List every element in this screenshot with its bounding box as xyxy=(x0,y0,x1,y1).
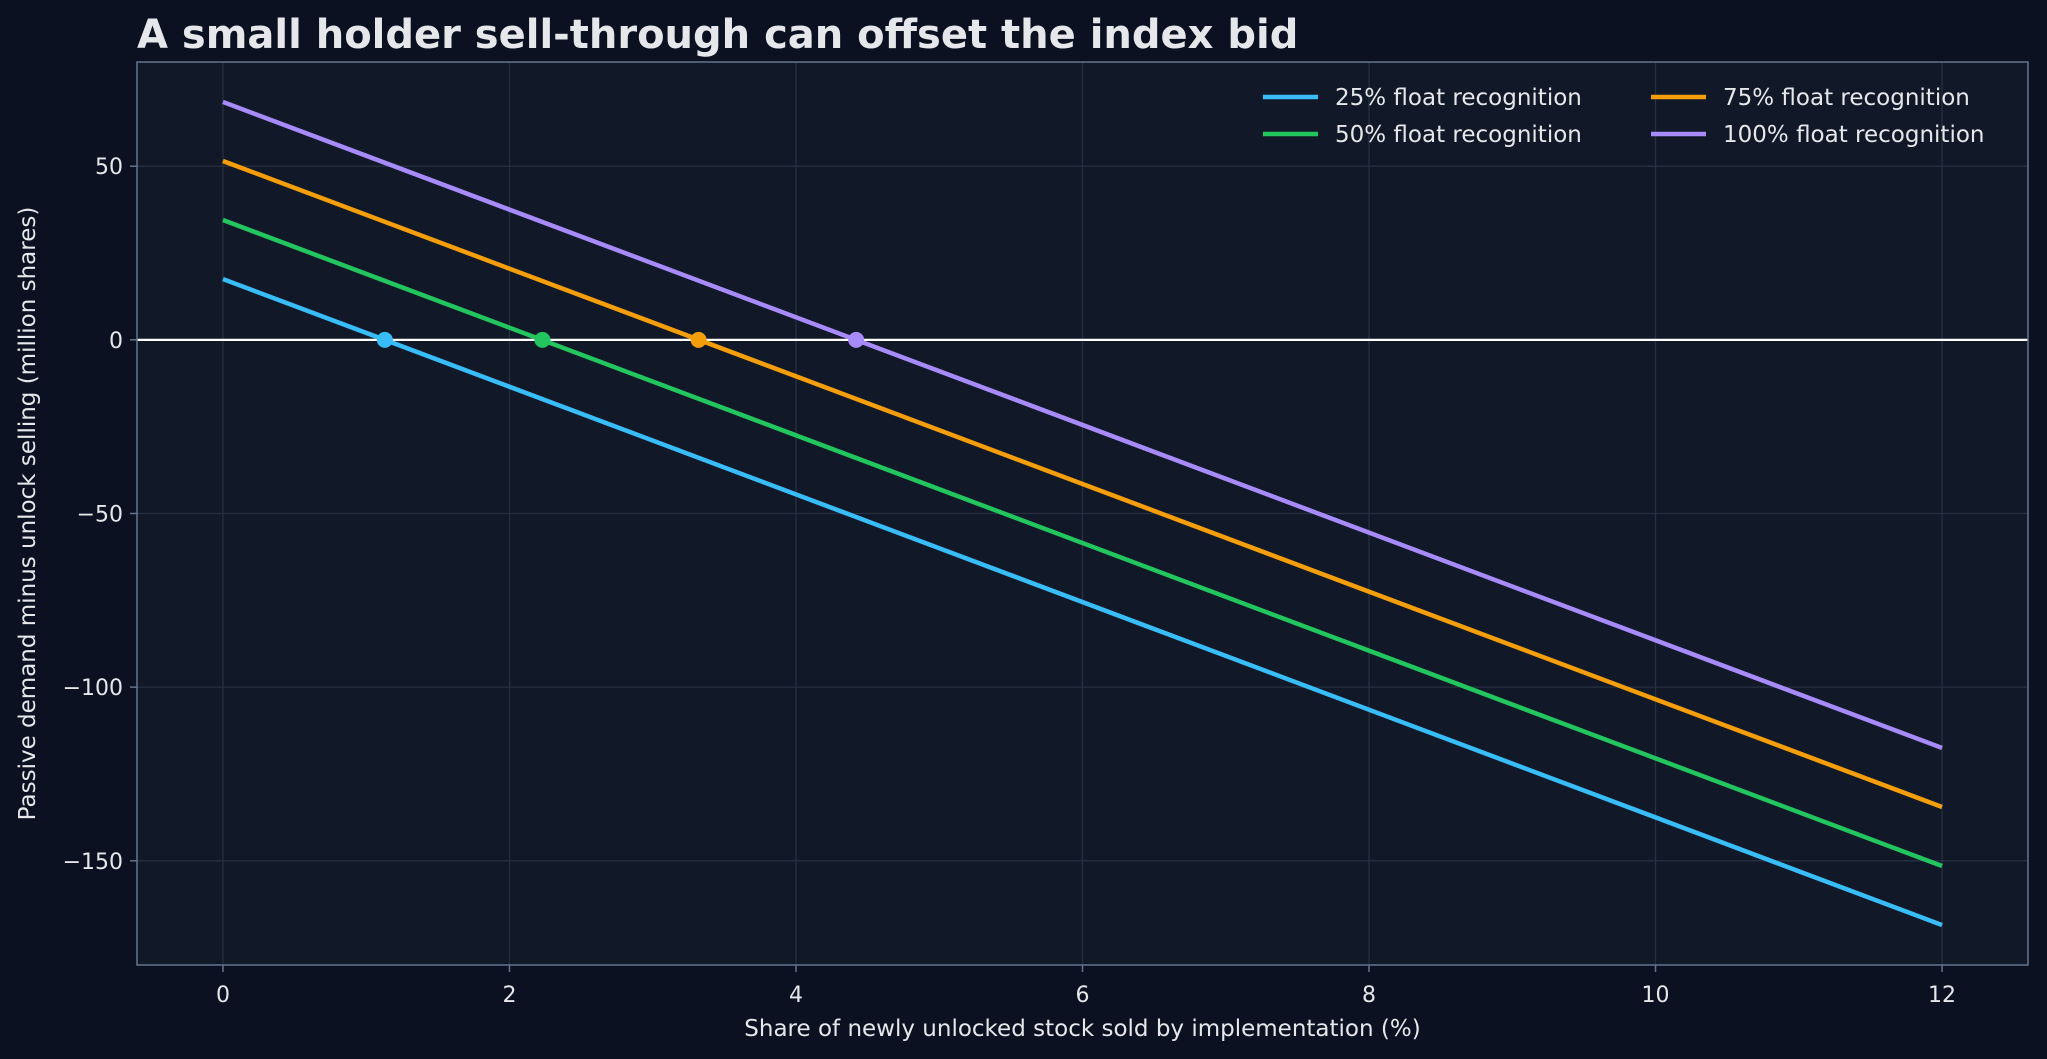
legend-label: 50% float recognition xyxy=(1335,122,1582,148)
grid xyxy=(137,62,2028,965)
legend-label: 75% float recognition xyxy=(1723,85,1970,111)
x-axis-label: Share of newly unlocked stock sold by im… xyxy=(744,1016,1420,1042)
breakeven-marker xyxy=(376,331,393,348)
chart-title: A small holder sell-through can offset t… xyxy=(137,12,1298,58)
breakeven-markers xyxy=(376,331,865,348)
x-tick-label: 2 xyxy=(502,983,516,1008)
breakeven-marker xyxy=(534,331,551,348)
x-tick-label: 4 xyxy=(789,983,803,1008)
y-axis-label: Passive demand minus unlock selling (mil… xyxy=(15,207,41,821)
series-line xyxy=(222,217,1943,869)
y-tick-label: 50 xyxy=(95,155,123,180)
x-tick-label: 0 xyxy=(216,983,230,1008)
x-tick-label: 6 xyxy=(1076,983,1090,1008)
x-tick-label: 12 xyxy=(1928,983,1956,1008)
y-tick-label: −100 xyxy=(63,676,123,701)
y-tick-label: −150 xyxy=(63,850,123,875)
legend-label: 100% float recognition xyxy=(1723,122,1985,148)
x-tick-label: 8 xyxy=(1362,983,1376,1008)
breakeven-marker xyxy=(848,331,865,348)
legend: 25% float recognition 50% float recogniti… xyxy=(1263,85,1985,148)
series-line xyxy=(222,276,1943,928)
legend-label: 25% float recognition xyxy=(1335,85,1582,111)
x-tick-label: 10 xyxy=(1642,983,1670,1008)
tick-labels: 0 2 4 6 8 10 12 50 0 −50 −100 −150 xyxy=(63,155,1956,1008)
y-tick-label: 0 xyxy=(109,329,123,354)
series-lines xyxy=(222,99,1943,928)
y-tick-label: −50 xyxy=(77,503,123,528)
series-line xyxy=(222,99,1943,751)
series-line xyxy=(222,158,1943,810)
breakeven-marker xyxy=(690,331,707,348)
